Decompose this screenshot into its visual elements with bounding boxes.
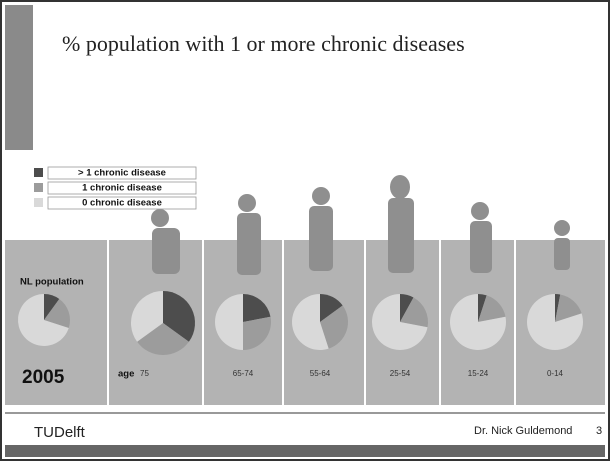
slide-title: % population with 1 or more chronic dise… — [62, 31, 465, 56]
pie-slice — [137, 323, 189, 356]
pie-slice — [292, 294, 329, 350]
footer-bar — [5, 445, 605, 457]
author: Dr. Nick Guldemond — [474, 425, 572, 437]
pie-label: 75 — [140, 369, 149, 378]
page-number: 3 — [596, 425, 602, 437]
separators — [107, 240, 516, 405]
logo: TUDelft — [34, 424, 86, 441]
pie-label: 0-14 — [547, 369, 564, 378]
legend-box — [47, 166, 197, 180]
pie-slice — [320, 294, 343, 322]
footer-rule — [5, 412, 605, 414]
pie-slice — [320, 305, 348, 349]
pie-slice — [527, 294, 583, 350]
legend-swatch — [34, 183, 43, 192]
legend-swatch — [34, 168, 43, 177]
pie-slice — [243, 294, 271, 322]
pie-slice — [555, 294, 561, 322]
pie-slice — [163, 291, 195, 342]
legend-label: 1 chronic disease — [82, 183, 162, 194]
legend-swatch — [34, 198, 43, 207]
pie-label: 55-64 — [310, 369, 331, 378]
pie-slice — [243, 316, 271, 350]
pie-label: 15-24 — [468, 369, 489, 378]
age-label: age — [118, 369, 134, 380]
legend-label: > 1 chronic disease — [78, 168, 166, 179]
pie-slice — [44, 298, 71, 329]
year: 2005 — [22, 367, 65, 388]
pie-slice — [130, 291, 163, 342]
pie-slice — [400, 294, 414, 322]
pie-slice — [372, 294, 428, 351]
pie-label: NL population — [20, 277, 84, 288]
pie-slice — [478, 295, 506, 322]
silhouettes — [151, 175, 570, 275]
pie-label: 65-74 — [233, 369, 254, 378]
pie-label: 25-54 — [390, 369, 411, 378]
legend-box — [47, 196, 197, 210]
legend-label: 0 chronic disease — [82, 198, 162, 209]
pie-slice — [450, 294, 506, 351]
pie-slice — [18, 294, 69, 346]
pie-slice — [400, 297, 428, 328]
pie-slice — [478, 294, 487, 322]
side-bar — [5, 5, 33, 150]
pie-slice — [215, 294, 243, 350]
legend-box — [47, 181, 197, 195]
pie-slice — [555, 294, 582, 322]
pie-slice — [44, 294, 60, 320]
